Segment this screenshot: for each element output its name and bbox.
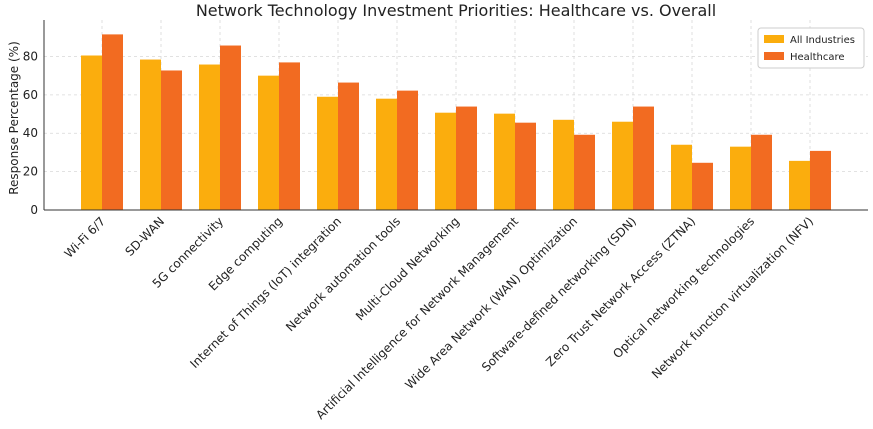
bar xyxy=(751,134,772,210)
bar xyxy=(102,34,123,211)
bar xyxy=(810,150,831,210)
bar xyxy=(258,75,279,211)
bar xyxy=(317,96,338,210)
legend-label: Healthcare xyxy=(790,52,845,63)
legend-box xyxy=(757,27,865,69)
bar xyxy=(81,55,102,210)
y-tick-label: 20 xyxy=(23,165,38,179)
bar xyxy=(140,59,161,210)
bar xyxy=(515,122,536,210)
bar xyxy=(279,62,300,211)
bar xyxy=(730,146,751,210)
bar xyxy=(456,106,477,210)
y-tick-label: 40 xyxy=(23,126,38,140)
x-tick-label: Artificial Intelligence for Network Mana… xyxy=(313,214,521,422)
y-tick-label: 0 xyxy=(30,203,38,217)
legend-swatch xyxy=(764,35,784,43)
bar xyxy=(574,134,595,210)
x-tick-label: SD-WAN xyxy=(122,214,167,259)
bar xyxy=(789,160,810,210)
bar xyxy=(199,64,220,210)
x-tick-label: Network automation tools xyxy=(283,214,403,334)
bar xyxy=(376,98,397,210)
bar xyxy=(671,144,692,210)
bar xyxy=(220,45,241,210)
bar xyxy=(692,162,713,210)
y-tick-label: 60 xyxy=(23,88,38,102)
bar xyxy=(633,106,654,210)
bar xyxy=(553,119,574,210)
bar xyxy=(612,121,633,210)
bar xyxy=(397,90,418,210)
legend-swatch xyxy=(764,52,784,60)
bar xyxy=(338,82,359,210)
bar xyxy=(161,70,182,210)
y-axis-label: Response Percentage (%) xyxy=(7,41,21,195)
x-tick-label: Wi-Fi 6/7 xyxy=(62,214,109,261)
bar xyxy=(494,113,515,210)
x-tick-label: Multi-Cloud Networking xyxy=(353,214,462,323)
legend-label: All Industries xyxy=(790,35,855,46)
y-tick-label: 80 xyxy=(23,49,38,63)
chart-title: Network Technology Investment Priorities… xyxy=(196,1,716,20)
bar xyxy=(435,112,456,210)
